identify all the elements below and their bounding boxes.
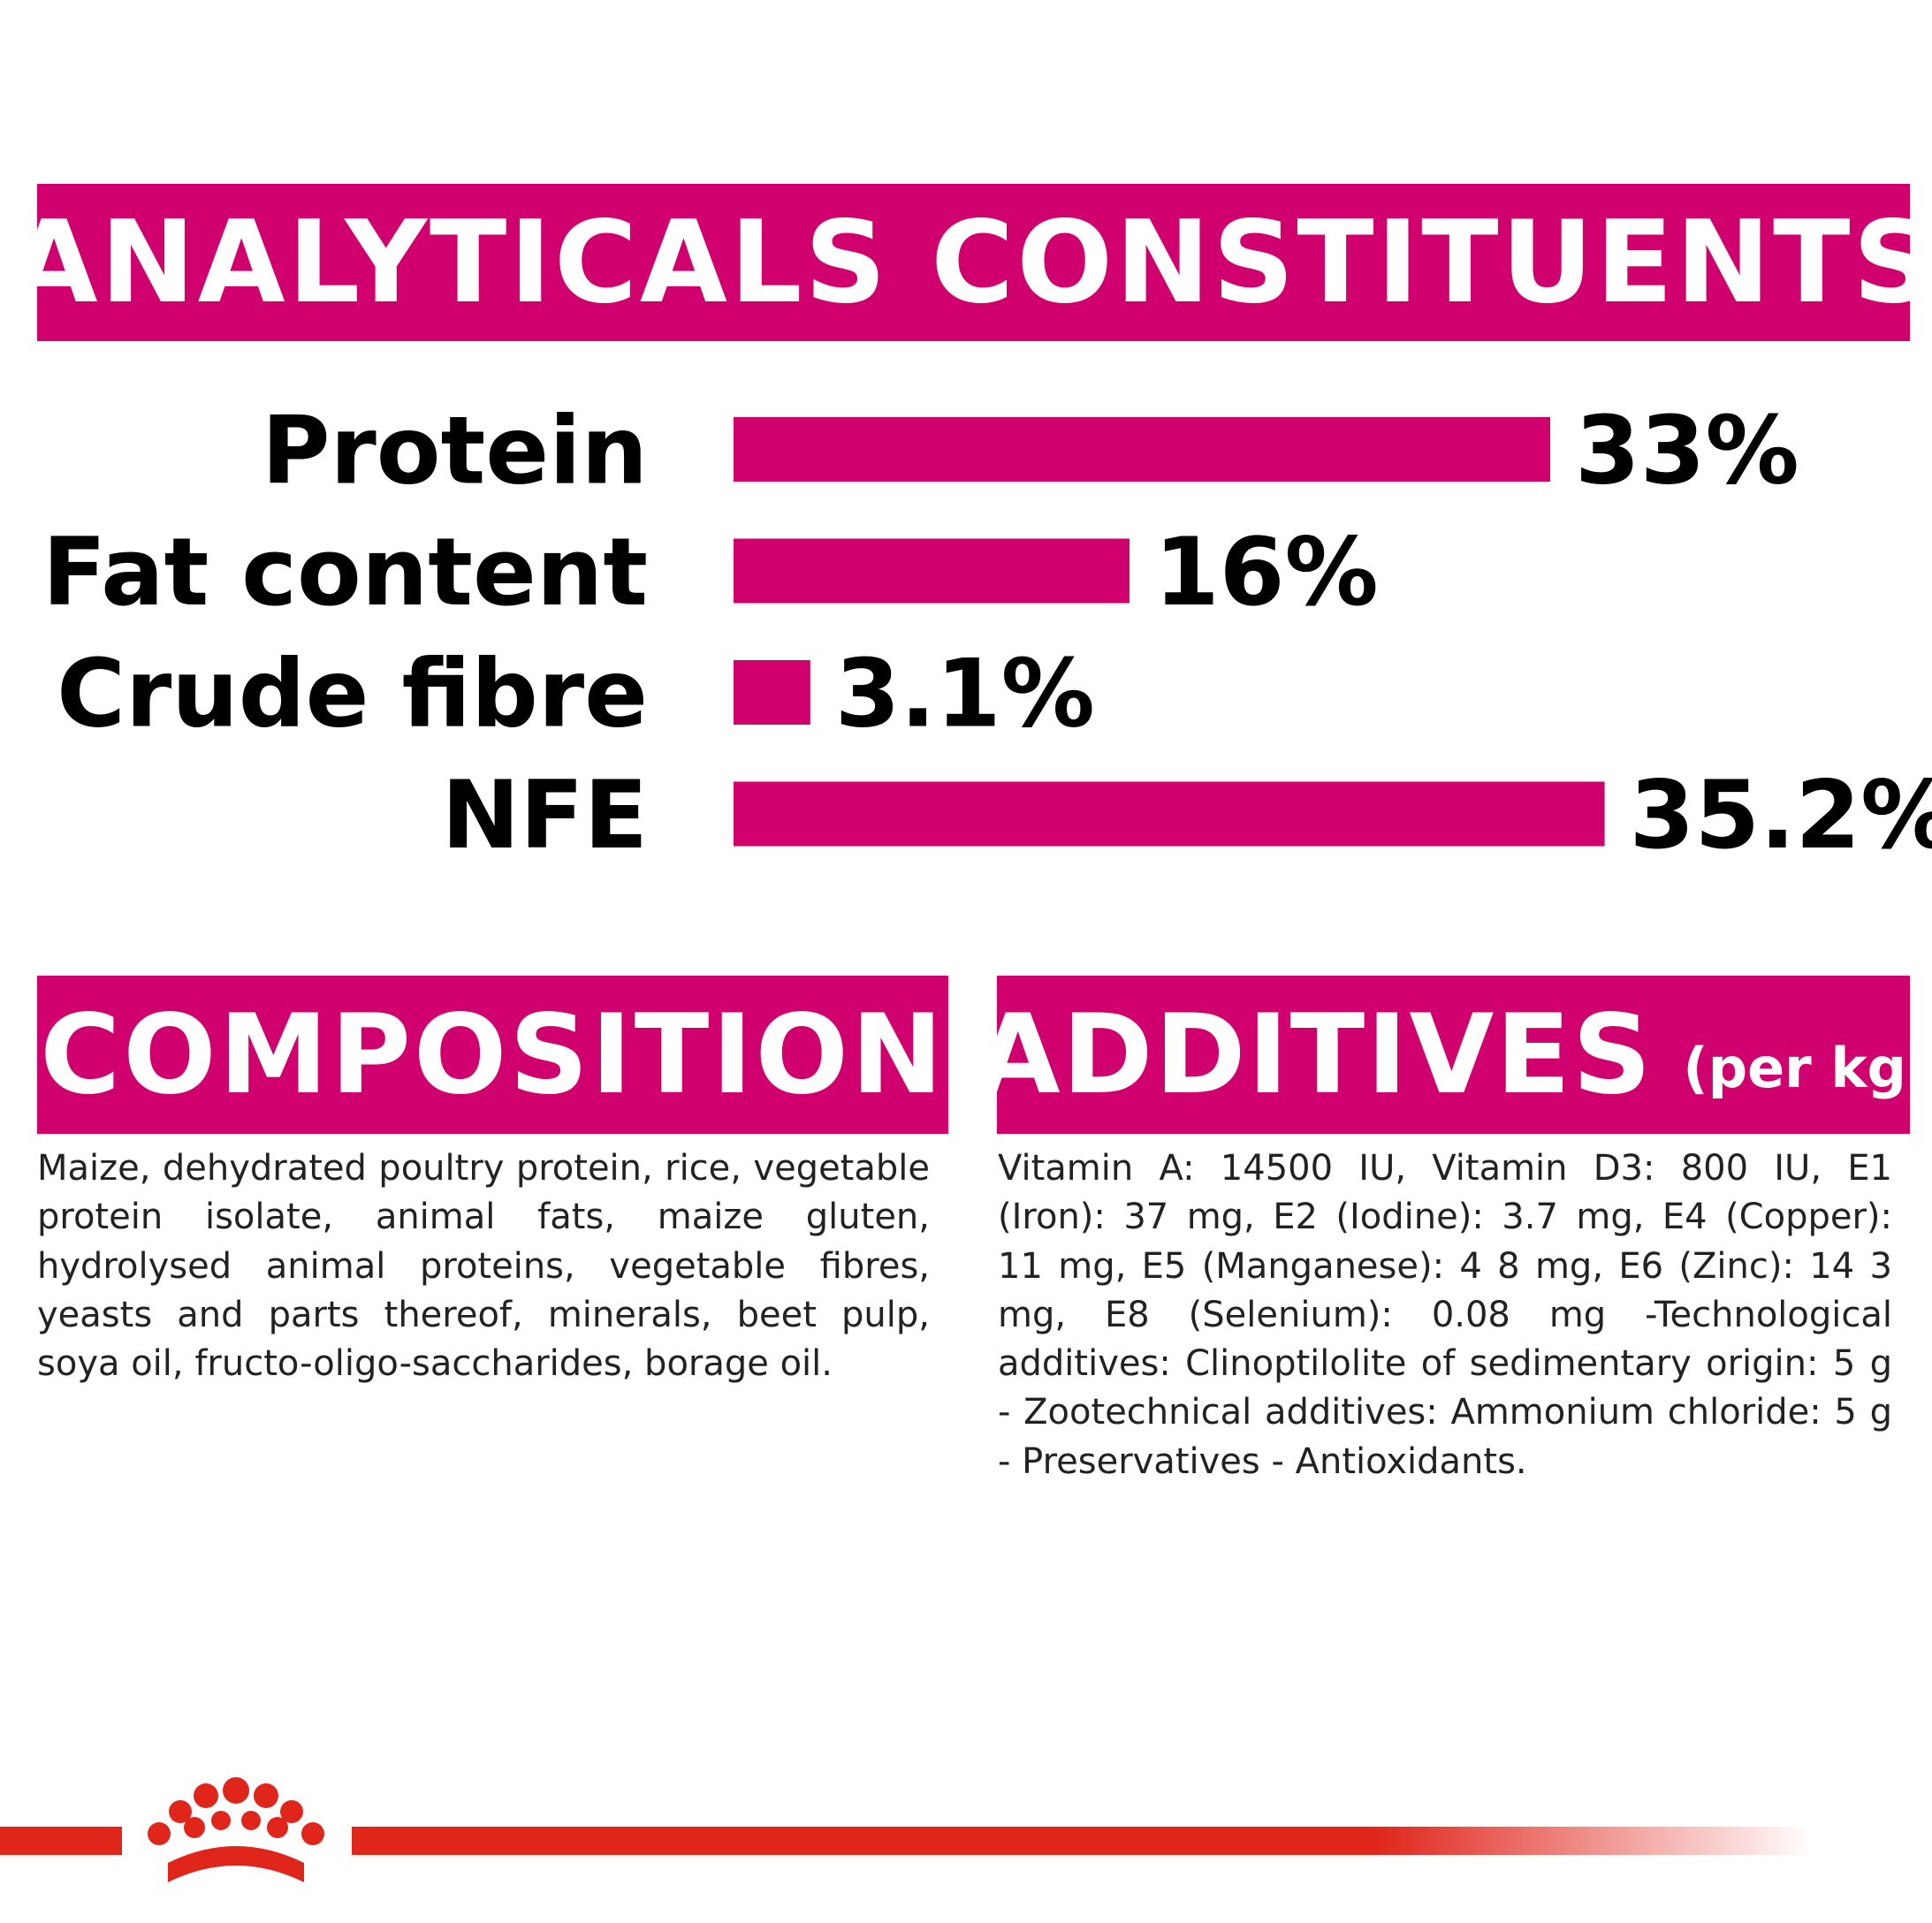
- bar: [734, 417, 1550, 482]
- value-label: 3.1%: [835, 640, 1095, 749]
- additives-title: ADDITIVES: [975, 991, 1654, 1119]
- value-label: 33%: [1575, 397, 1799, 505]
- composition-text: Maize, dehydrated poultry protein, rice,…: [37, 1148, 930, 1385]
- composition-banner: COMPOSITION: [37, 976, 948, 1134]
- additives-banner: ADDITIVES (per kg): [976, 976, 1931, 1134]
- additives-unit: (per kg): [1683, 1036, 1932, 1100]
- footer-logo: [0, 1777, 1813, 1882]
- chart-title: ANALYTICALS CONSTITUENTS: [10, 196, 1932, 329]
- title-banner: ANALYTICALS CONSTITUENTS: [10, 184, 1932, 341]
- footer-line: [352, 1827, 1813, 1855]
- bar: [734, 538, 1130, 604]
- category-label: NFE: [441, 761, 648, 870]
- chart: Protein 33% Fat content 16% Crude fibre 3.1% N…: [42, 397, 1932, 870]
- additives-text: Vitamin A: 14500 IU, Vitamin D3: 800 IU,…: [998, 1148, 1892, 1482]
- category-label: Crude fibre: [57, 640, 648, 749]
- category-label: Protein: [262, 397, 648, 505]
- category-label: Fat content: [42, 518, 648, 627]
- crown: [148, 1777, 324, 1882]
- value-label: 16%: [1154, 518, 1379, 627]
- footer-line: [0, 1827, 122, 1855]
- bar: [734, 781, 1605, 847]
- composition-title: COMPOSITION: [40, 991, 946, 1119]
- bar: [734, 660, 810, 725]
- value-label: 35.2%: [1630, 761, 1932, 870]
